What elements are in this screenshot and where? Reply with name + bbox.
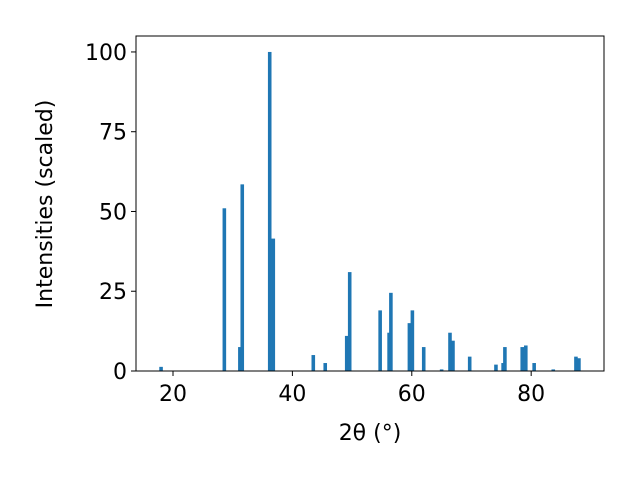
y-axis-label: Intensities (scaled)	[33, 100, 58, 309]
x-tick-label: 80	[517, 382, 545, 407]
x-tick-label: 20	[159, 382, 187, 407]
bar	[574, 356, 578, 371]
y-tick-label: 25	[99, 280, 127, 305]
bar	[222, 208, 227, 371]
bar	[577, 358, 581, 371]
bar	[410, 310, 415, 371]
bar	[378, 310, 382, 371]
bar	[448, 332, 452, 371]
bar	[421, 347, 426, 371]
bar	[451, 340, 455, 371]
x-tick-label: 60	[398, 382, 426, 407]
bar	[344, 335, 349, 371]
bar	[311, 355, 316, 371]
plot-frame	[135, 35, 605, 372]
bar	[159, 366, 163, 371]
y-tick-label: 75	[99, 121, 127, 146]
bar	[503, 347, 507, 371]
bar	[532, 363, 536, 371]
bar	[551, 369, 556, 371]
bar	[407, 323, 412, 371]
y-tick-label: 50	[99, 200, 127, 225]
bar	[238, 347, 242, 371]
bar	[323, 363, 328, 371]
bar	[267, 51, 272, 371]
x-axis-label: 2θ (°)	[339, 421, 402, 446]
bar	[271, 238, 276, 371]
bar	[389, 292, 393, 371]
bar	[467, 356, 472, 371]
bar	[524, 345, 528, 371]
bar	[347, 272, 352, 371]
x-tick-label: 40	[278, 382, 306, 407]
bar	[439, 369, 444, 371]
bar	[240, 184, 245, 371]
bar	[520, 347, 525, 371]
bar	[494, 364, 498, 371]
y-tick-label: 100	[85, 41, 127, 66]
y-tick-label: 0	[113, 360, 127, 385]
